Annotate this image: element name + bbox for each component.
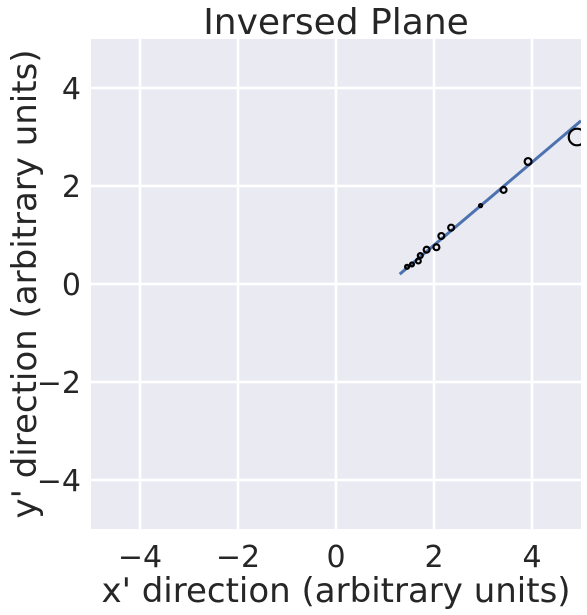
data-point [432, 243, 441, 252]
x-tick-label: −4 [118, 540, 162, 575]
x-axis-label: x' direction (arbitrary units) [101, 571, 570, 611]
x-tick-labels: −4 −2 0 2 4 [118, 540, 542, 575]
data-points [403, 127, 581, 270]
data-point [408, 261, 416, 268]
y-axis-label: y' direction (arbitrary units) [5, 49, 45, 518]
y-tick-label: −4 [37, 464, 81, 499]
y-tick-label: 0 [62, 268, 81, 303]
chart-title: Inversed Plane [203, 2, 469, 43]
y-tick-labels: −4 −2 0 2 4 [37, 72, 81, 499]
x-tick-label: 4 [522, 540, 541, 575]
data-point [437, 231, 446, 241]
data-point [523, 156, 533, 167]
data-point [499, 185, 508, 194]
data-point [416, 252, 424, 260]
x-tick-label: −2 [216, 540, 260, 575]
x-tick-label: 2 [424, 540, 443, 575]
y-tick-label: −2 [37, 366, 81, 401]
data-point [403, 263, 411, 270]
grid-lines [91, 39, 581, 529]
data-point [477, 203, 484, 209]
data-point [422, 245, 431, 254]
data-point [447, 223, 456, 232]
x-tick-label: 0 [326, 540, 345, 575]
y-tick-label: 2 [62, 170, 81, 205]
y-tick-label: 4 [62, 72, 81, 107]
data-point [567, 127, 581, 147]
